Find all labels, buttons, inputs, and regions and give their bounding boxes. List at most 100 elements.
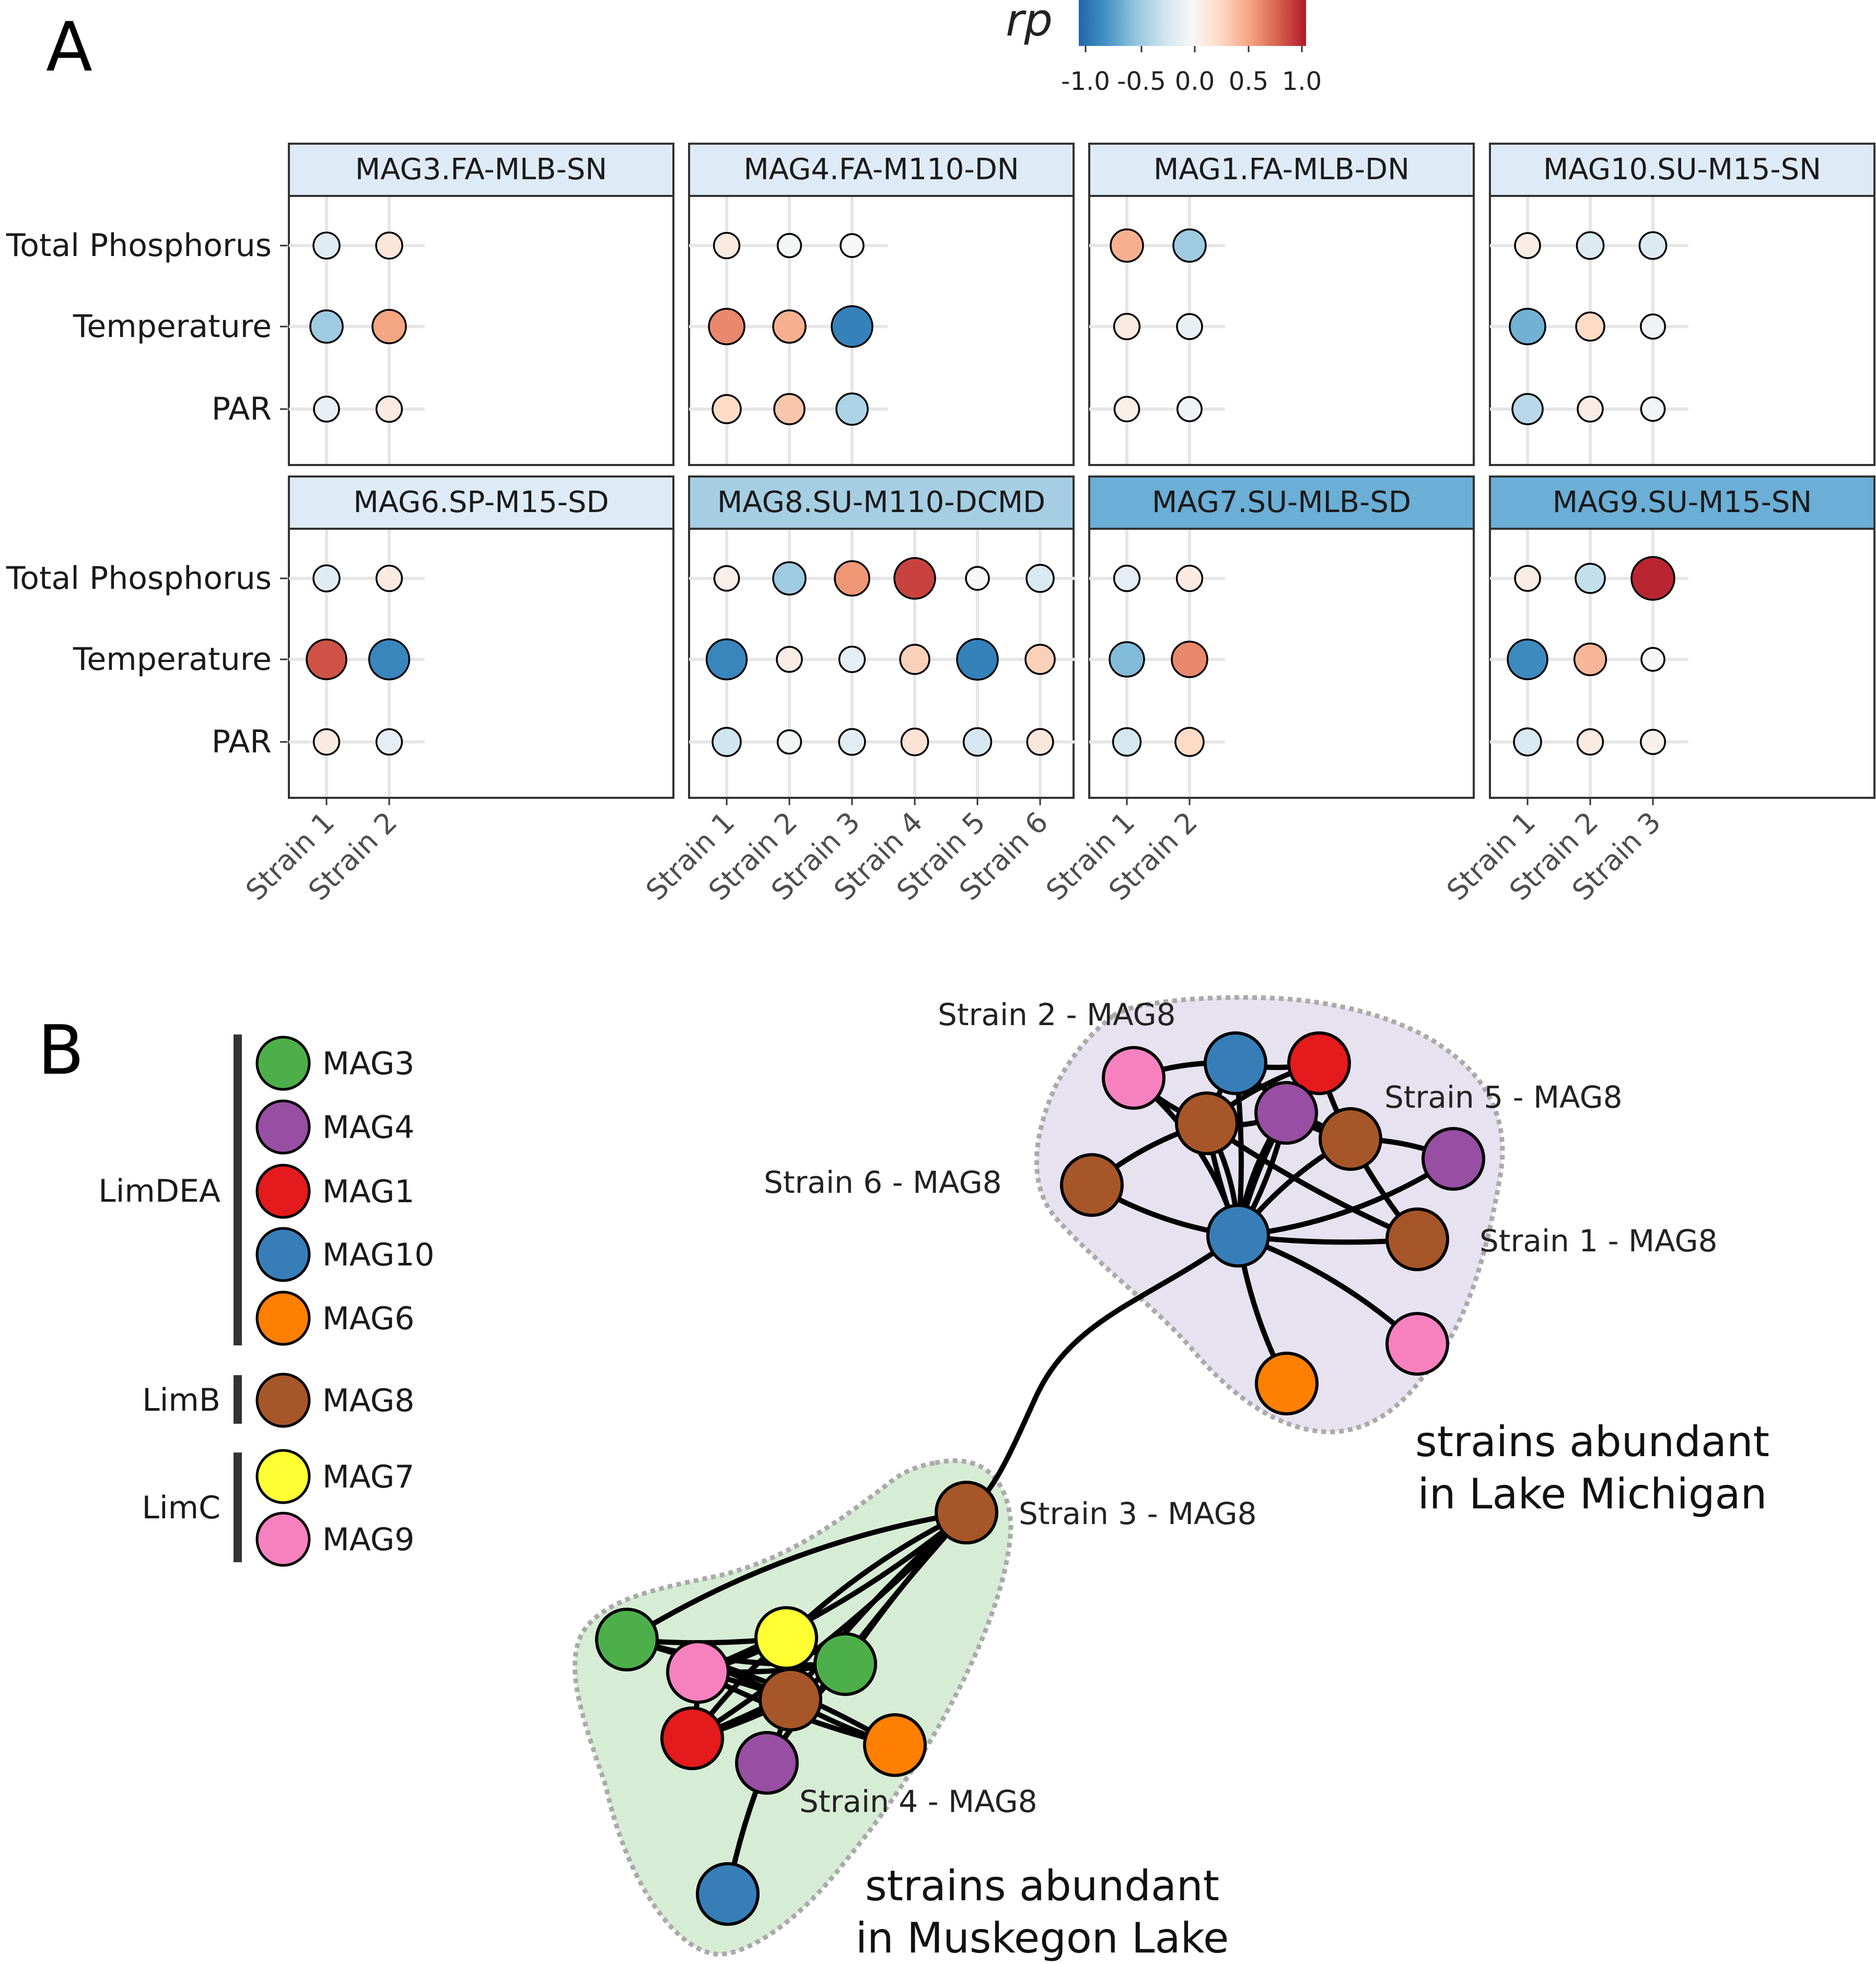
legend-group-label: LimDEA xyxy=(98,1173,220,1210)
panel-b-letter: B xyxy=(38,1010,84,1090)
legend-item-label: MAG1 xyxy=(322,1173,414,1210)
network-node xyxy=(666,1640,730,1704)
correlation-dot xyxy=(776,233,802,259)
correlation-dot xyxy=(899,644,930,675)
network-node xyxy=(1319,1107,1382,1171)
legend-item-label: MAG6 xyxy=(322,1300,414,1337)
correlation-dot xyxy=(375,231,403,260)
correlation-dot xyxy=(1576,728,1604,756)
legend-item-label: MAG10 xyxy=(322,1237,435,1273)
network-node xyxy=(1385,1312,1449,1376)
correlation-dot xyxy=(1112,727,1142,757)
correlation-dot xyxy=(1026,564,1055,593)
legend-group-label: LimB xyxy=(142,1382,220,1419)
correlation-dot xyxy=(962,727,993,757)
legend-item-label: MAG9 xyxy=(322,1521,414,1558)
correlation-dot xyxy=(956,638,999,681)
panel-a-letter: A xyxy=(46,7,92,87)
facet-body xyxy=(1088,195,1475,466)
network-node xyxy=(1060,1153,1124,1217)
network-edge-bridge xyxy=(964,1233,1241,1515)
legend-node-icon xyxy=(255,1512,311,1567)
correlation-dot xyxy=(838,645,866,673)
network-node xyxy=(813,1632,877,1696)
rp-colorbar xyxy=(1079,0,1306,46)
correlation-dot xyxy=(712,394,742,424)
correlation-dot xyxy=(708,308,745,345)
facet-title: MAG9.SU-M15-SN xyxy=(1553,485,1812,519)
correlation-dot xyxy=(1024,644,1056,675)
correlation-dot xyxy=(313,396,340,423)
correlation-dot xyxy=(1576,231,1605,260)
facet-body xyxy=(288,528,674,799)
correlation-dot xyxy=(1174,727,1205,757)
legend-node-icon xyxy=(255,1373,311,1428)
network-node xyxy=(759,1668,822,1731)
correlation-dot xyxy=(835,392,869,426)
correlation-dot xyxy=(831,305,873,348)
label-strain2: Strain 2 - MAG8 xyxy=(938,997,1176,1032)
correlation-dot xyxy=(1172,228,1207,263)
legend-node-icon xyxy=(255,1164,311,1219)
row-label: PAR xyxy=(212,391,272,427)
row-label: Total Phosphorus xyxy=(6,227,272,264)
network-node xyxy=(935,1481,998,1544)
legend-group-bar xyxy=(234,1452,242,1562)
correlation-dot xyxy=(312,231,341,260)
facet-header xyxy=(288,475,674,530)
correlation-dot xyxy=(1171,641,1208,678)
correlation-dot xyxy=(375,395,403,423)
correlation-dot xyxy=(772,309,807,344)
facet-panel: MAG4.FA-M110-DN xyxy=(688,143,1075,466)
correlation-dot xyxy=(306,638,347,680)
lake-michigan-cluster xyxy=(1034,995,1505,1435)
correlation-dot xyxy=(1640,396,1666,422)
label-strain3: Strain 3 - MAG8 xyxy=(1019,1496,1257,1531)
legend-group-bar xyxy=(234,1375,242,1424)
legend-item-label: MAG8 xyxy=(322,1382,414,1419)
facet-body xyxy=(288,195,674,466)
rp-legend-tick-label: 1.0 xyxy=(1282,67,1322,96)
muskegon-label-line2: in Muskegon Lake xyxy=(856,1914,1229,1962)
correlation-dot xyxy=(900,727,929,757)
correlation-dot xyxy=(1113,312,1141,341)
correlation-dot xyxy=(1109,641,1145,678)
network-node xyxy=(1421,1127,1485,1191)
facet-title: MAG4.FA-M110-DN xyxy=(743,153,1019,187)
legend-group-bar xyxy=(234,1035,242,1345)
rp-legend-title: rp xyxy=(1006,0,1053,47)
correlation-dot xyxy=(705,638,748,681)
correlation-dot xyxy=(893,557,936,600)
network-edge xyxy=(695,1510,969,1675)
correlation-dot xyxy=(1026,728,1054,756)
correlation-dot xyxy=(773,393,806,425)
correlation-dot xyxy=(1176,313,1203,340)
network-node xyxy=(1206,1204,1270,1268)
facet-panel: MAG1.FA-MLB-DN xyxy=(1088,143,1475,466)
rp-legend-tick-label: -0.5 xyxy=(1117,67,1166,96)
correlation-dot xyxy=(838,728,866,756)
legend-item-label: MAG3 xyxy=(322,1045,414,1082)
correlation-dot xyxy=(965,566,990,591)
correlation-dot xyxy=(1175,564,1204,592)
facet-body xyxy=(1088,528,1475,799)
correlation-dot xyxy=(776,729,802,755)
facet-panel: MAG10.SU-M15-SN xyxy=(1489,143,1875,466)
correlation-dot xyxy=(1113,396,1140,423)
network-node xyxy=(1385,1207,1449,1271)
facet-title: MAG1.FA-MLB-DN xyxy=(1153,153,1409,187)
facet-body xyxy=(1489,195,1875,466)
facet-title: MAG6.SP-M15-SD xyxy=(353,485,609,519)
network-node xyxy=(863,1713,927,1777)
label-strain1: Strain 1 - MAG8 xyxy=(1479,1223,1718,1259)
facet-body xyxy=(688,195,1075,466)
correlation-dot xyxy=(840,233,865,258)
facet-panel: MAG3.FA-MLB-SN xyxy=(288,143,674,466)
label-strain6: Strain 6 - MAG8 xyxy=(764,1165,1002,1200)
correlation-dot xyxy=(312,728,341,756)
correlation-dot xyxy=(1575,311,1605,342)
rp-legend: rp -1.0 -0.5 0.0 0.5 1.0 xyxy=(1006,0,1322,96)
